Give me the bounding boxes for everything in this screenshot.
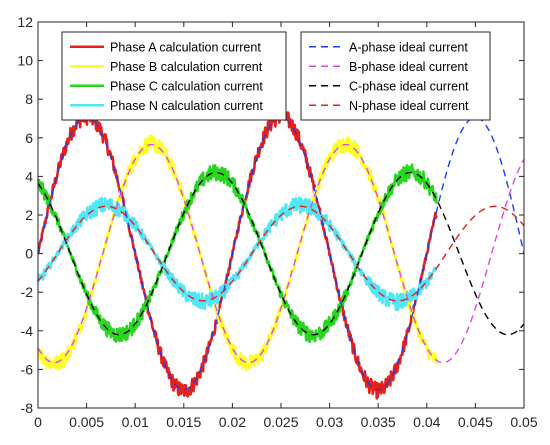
x-tick-label: 0.045 [458, 414, 493, 430]
x-tick-label: 0.04 [413, 414, 440, 430]
x-tick-label: 0.025 [263, 414, 298, 430]
y-tick-label: 0 [25, 246, 33, 262]
y-tick-label: -8 [21, 400, 34, 416]
legend-label: B-phase ideal current [349, 60, 468, 74]
legend-label: Phase B calculation current [110, 60, 263, 74]
x-tick-label: 0.035 [361, 414, 396, 430]
y-tick-label: -4 [21, 323, 34, 339]
y-tick-label: 12 [17, 14, 33, 30]
series-line-a-phase-ideal-current [37, 116, 525, 391]
series-line-phase-n-calculation-current [36, 196, 438, 312]
y-tick-label: -2 [21, 284, 34, 300]
series-line-phase-b-calculation-current [36, 134, 438, 372]
y-tick-label: 2 [25, 207, 33, 223]
legend-box-ideal [300, 31, 491, 121]
x-tick-label: 0.015 [166, 414, 201, 430]
y-tick-label: 10 [17, 53, 33, 69]
series-line-n-phase-ideal-current [37, 205, 525, 302]
x-tick-label: 0.01 [122, 414, 149, 430]
x-tick-label: 0 [34, 414, 42, 430]
legend-label: Phase N calculation current [110, 99, 263, 113]
legend-label: Phase A calculation current [110, 40, 261, 54]
x-tick-label: 0.05 [510, 414, 537, 430]
x-tick-label: 0.005 [69, 414, 104, 430]
series-line-b-phase-ideal-current [37, 143, 525, 364]
legend-label: A-phase ideal current [349, 40, 468, 54]
y-tick-label: 8 [25, 91, 33, 107]
legend: Phase A calculation current Phase B calcu… [61, 31, 491, 121]
legend-label: C-phase ideal current [349, 79, 469, 93]
legend-label: N-phase ideal current [349, 99, 469, 113]
legend-label: Phase C calculation current [110, 79, 263, 93]
series-layer [36, 108, 525, 400]
x-tick-label: 0.03 [316, 414, 343, 430]
y-tick-label: 4 [25, 168, 33, 184]
ticks-layer: 0 0.005 0.01 0.015 0.02 0.025 0.03 0.035 0.04 0.0… [17, 14, 537, 430]
x-tick-label: 0.02 [219, 414, 246, 430]
y-tick-label: 6 [25, 130, 33, 146]
y-tick-label: -6 [21, 361, 34, 377]
